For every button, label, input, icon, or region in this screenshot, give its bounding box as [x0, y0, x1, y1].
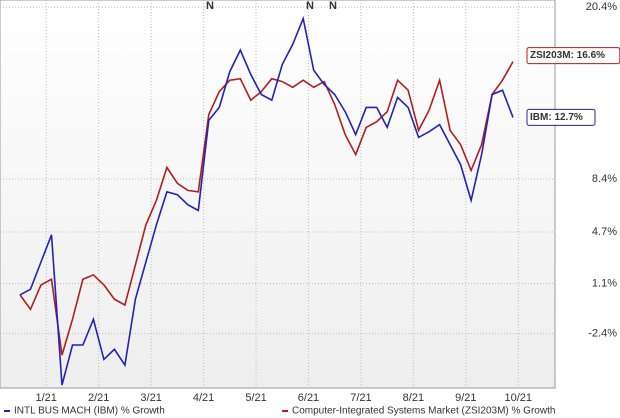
- annotation: N: [306, 0, 314, 12]
- y-tick-label: -2.4%: [588, 328, 617, 340]
- x-tick-label: 1/21: [36, 392, 57, 404]
- series-line: [19, 15, 514, 386]
- x-tick-label: 6/21: [298, 392, 319, 404]
- x-tick-label: 7/21: [350, 392, 371, 404]
- x-tick-label: 8/21: [403, 392, 424, 404]
- y-tick-label: 20.4%: [586, 1, 617, 13]
- x-tick-label: 10/21: [505, 392, 533, 404]
- x-tick-label: 5/21: [245, 392, 266, 404]
- y-tick-label: 4.7%: [592, 226, 617, 238]
- annotation: N: [329, 0, 337, 12]
- x-tick-label: 4/21: [193, 392, 214, 404]
- y-tick-label: 8.4%: [592, 173, 617, 185]
- end-label: ZSI203M: 16.6%: [526, 47, 620, 65]
- x-tick-label: 3/21: [140, 392, 161, 404]
- series-line: [19, 61, 514, 356]
- x-tick-label: 9/21: [455, 392, 476, 404]
- annotation: N: [206, 0, 214, 12]
- x-tick-label: 2/21: [88, 392, 109, 404]
- legend-label: Computer-Integrated Systems Market (ZSI2…: [292, 406, 555, 417]
- end-label: IBM: 12.7%: [526, 108, 596, 126]
- legend-label: INTL BUS MACH (IBM) % Growth: [14, 406, 165, 417]
- end-label-text: ZSI203M: 16.6%: [530, 50, 605, 61]
- y-tick-label: 1.1%: [592, 277, 617, 289]
- end-label-text: IBM: 12.7%: [530, 112, 583, 123]
- end-label-box: [526, 108, 596, 126]
